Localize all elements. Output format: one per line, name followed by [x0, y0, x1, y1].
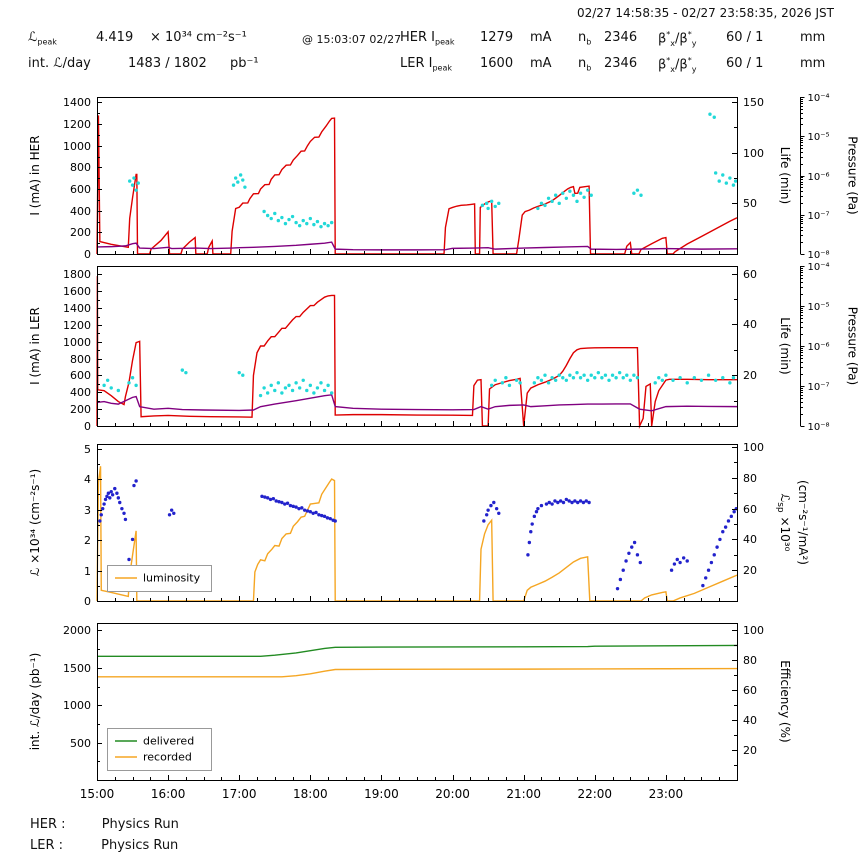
her-nb-value: 2346 [604, 30, 638, 45]
her-beta-unit: mm [800, 30, 826, 45]
her-run-mode: HER : Physics Run [30, 817, 179, 832]
ler-ipeak-label: LER Ipeak [400, 56, 453, 73]
her-beta-label: β*x/β*y [658, 30, 697, 48]
ler-run-mode: LER : Physics Run [30, 838, 178, 853]
her-ipeak-label: HER Ipeak [400, 30, 455, 47]
her-ipeak-unit: mA [530, 30, 552, 45]
time-range: 02/27 14:58:35 - 02/27 23:58:35, 2026 JS… [576, 6, 834, 20]
intlum-unit: pb⁻¹ [230, 56, 259, 71]
ler-ipeak-value: 1600 [480, 56, 514, 71]
her-ipeak-value: 1279 [480, 30, 514, 45]
lpeak-timestamp: @ 15:03:07 02/27 [302, 33, 402, 46]
status-plots-canvas [0, 88, 864, 818]
lpeak-unit: × 10³⁴ cm⁻²s⁻¹ [150, 30, 247, 45]
lpeak-value: 4.419 [96, 30, 134, 45]
ler-nb-value: 2346 [604, 56, 638, 71]
lpeak-label: ℒpeak [28, 30, 57, 47]
ler-beta-label: β*x/β*y [658, 56, 697, 74]
intlum-label: int. ℒ/day [28, 56, 91, 71]
ler-beta-unit: mm [800, 56, 826, 71]
ler-run-value: Physics Run [101, 838, 179, 853]
her-run-label: HER : [30, 817, 66, 832]
ler-nb-label: nb [578, 56, 592, 73]
her-beta-value: 60 / 1 [726, 30, 764, 45]
ler-run-label: LER : [30, 838, 64, 853]
intlum-value: 1483 / 1802 [128, 56, 207, 71]
ler-beta-value: 60 / 1 [726, 56, 764, 71]
her-run-value: Physics Run [101, 817, 179, 832]
ler-ipeak-unit: mA [530, 56, 552, 71]
her-nb-label: nb [578, 30, 592, 47]
